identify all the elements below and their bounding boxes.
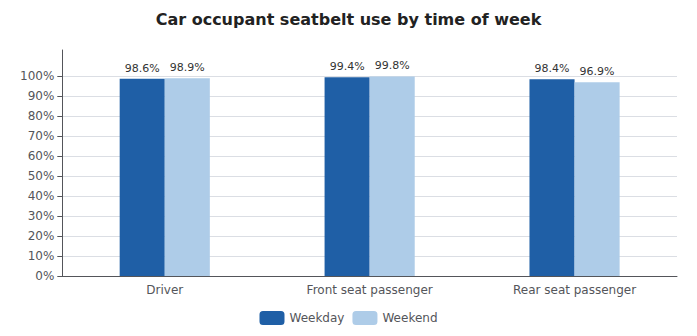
svg-text:10%: 10% [28,249,55,263]
svg-text:99.4%: 99.4% [330,60,365,73]
svg-text:Car occupant seatbelt use by t: Car occupant seatbelt use by time of wee… [156,10,542,29]
svg-text:40%: 40% [28,189,55,203]
svg-text:Weekend: Weekend [382,311,437,325]
svg-text:98.9%: 98.9% [170,61,205,74]
svg-text:30%: 30% [28,209,55,223]
svg-text:Rear seat passenger: Rear seat passenger [513,283,636,297]
svg-text:0%: 0% [35,269,54,283]
svg-text:Driver: Driver [146,283,183,297]
svg-text:50%: 50% [28,169,55,183]
svg-text:20%: 20% [28,229,55,243]
svg-text:96.9%: 96.9% [580,65,615,78]
svg-text:60%: 60% [28,149,55,163]
svg-text:99.8%: 99.8% [375,59,410,72]
svg-text:90%: 90% [28,89,55,103]
svg-text:70%: 70% [28,129,55,143]
svg-text:Weekday: Weekday [289,311,344,325]
svg-text:100%: 100% [20,69,54,83]
svg-text:80%: 80% [28,109,55,123]
svg-text:98.6%: 98.6% [125,62,160,75]
svg-text:98.4%: 98.4% [535,62,570,75]
svg-text:Front seat passenger: Front seat passenger [307,283,433,297]
